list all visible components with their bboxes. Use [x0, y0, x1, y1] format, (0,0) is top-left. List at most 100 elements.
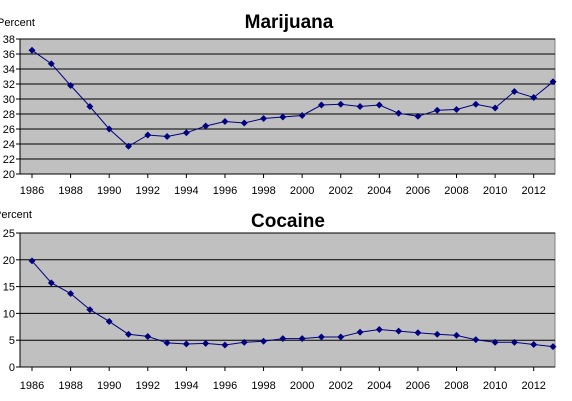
marijuana-x-tick-label: 2008	[444, 185, 468, 197]
cocaine-data-point	[298, 335, 306, 343]
marijuana-x-tick-label: 1998	[251, 185, 275, 197]
marijuana-data-point	[472, 100, 480, 108]
cocaine-x-tick-label: 1992	[136, 380, 160, 392]
marijuana-y-tick-label: 36	[3, 49, 15, 61]
marijuana-data-point	[298, 111, 306, 120]
cocaine-x-tick-label: 2006	[406, 380, 430, 392]
marijuana-x-tick-label: 2012	[521, 185, 545, 197]
cocaine-y-axis-label: Percent	[0, 209, 32, 221]
cocaine-x-tick-label: 2012	[521, 380, 545, 392]
marijuana-data-point	[124, 142, 133, 150]
cocaine-x-tick-label: 1990	[97, 380, 121, 392]
marijuana-data-point	[414, 112, 422, 120]
marijuana-data-point	[47, 60, 55, 68]
cocaine-y-tick-label: 5	[9, 335, 15, 347]
marijuana-x-tick-label: 2000	[290, 185, 314, 197]
marijuana-x-tick-label: 1990	[97, 185, 121, 197]
cocaine-y-tick-label: 0	[9, 362, 15, 374]
cocaine-x-tick-label: 2004	[367, 380, 391, 392]
cocaine-plot-area	[19, 232, 556, 368]
marijuana-data-point	[86, 102, 94, 111]
cocaine-x-tick-label: 2002	[328, 380, 352, 392]
marijuana-chart: 20 22 24 26 28 30 32 34 36 38 1986 1988 1990 1992 1994…	[0, 12, 557, 197]
cocaine-x-tick-label: 1996	[213, 380, 237, 392]
cocaine-data-point	[221, 341, 229, 349]
cocaine-data-point	[240, 338, 248, 346]
marijuana-y-tick-label: 30	[3, 94, 15, 106]
marijuana-y-tick-label: 22	[3, 154, 15, 166]
cocaine-y-tick-label: 20	[3, 255, 15, 267]
marijuana-x-tick-label: 1992	[136, 185, 160, 197]
marijuana-y-tick-label: 28	[3, 109, 15, 121]
marijuana-data-point	[375, 101, 383, 109]
cocaine-data-point	[202, 339, 210, 347]
marijuana-x-tick-label: 2006	[406, 185, 430, 197]
cocaine-data-point	[124, 330, 133, 338]
marijuana-data-point	[105, 125, 113, 133]
cocaine-x-tick-label: 1998	[251, 380, 275, 392]
marijuana-data-point	[260, 114, 268, 123]
marijuana-data-point	[221, 117, 229, 126]
marijuana-y-tick-label: 20	[3, 169, 15, 181]
cocaine-data-point	[510, 338, 518, 346]
marijuana-data-point	[67, 81, 75, 90]
marijuana-y-axis-label: Percent	[0, 17, 35, 29]
cocaine-data-point	[105, 317, 113, 325]
marijuana-data-point	[510, 87, 518, 96]
marijuana-y-tick-label: 32	[3, 79, 15, 91]
cocaine-data-point	[144, 332, 152, 341]
marijuana-series-line	[31, 49, 554, 147]
cocaine-x-tick-label: 2008	[444, 380, 468, 392]
marijuana-y-tick-label: 24	[3, 139, 15, 151]
marijuana-data-point	[28, 46, 36, 54]
marijuana-x-tick-label: 1986	[20, 185, 44, 197]
cocaine-y-tick-label: 10	[3, 308, 15, 320]
marijuana-data-point	[433, 106, 441, 114]
cocaine-y-tick-label: 15	[3, 282, 15, 294]
cocaine-data-point	[414, 329, 422, 337]
marijuana-data-point	[163, 132, 171, 141]
cocaine-x-tick-label: 2000	[290, 380, 314, 392]
marijuana-y-tick-label: 38	[3, 34, 15, 46]
marijuana-x-tick-label: 1994	[174, 185, 198, 197]
cocaine-series-line	[31, 260, 554, 348]
cocaine-data-point	[47, 279, 55, 287]
cocaine-data-point	[472, 336, 480, 344]
cocaine-y-tick-label: 25	[3, 228, 15, 240]
cocaine-data-point	[67, 290, 75, 298]
marijuana-data-point	[452, 105, 461, 114]
marijuana-data-point	[279, 113, 287, 121]
marijuana-x-tick-label: 2010	[483, 185, 507, 197]
cocaine-chart: 0 5 10 15 20 25 1986 1988 1990 1992 1994 1996 1998 20…	[0, 209, 557, 392]
cocaine-x-tick-label: 1986	[20, 380, 44, 392]
cocaine-data-point	[182, 340, 190, 348]
cocaine-data-point	[491, 338, 499, 346]
marijuana-x-tick-label: 2002	[328, 185, 352, 197]
marijuana-data-point	[144, 131, 152, 139]
marijuana-data-point	[356, 102, 364, 111]
marijuana-data-point	[317, 101, 325, 109]
cocaine-data-point	[337, 333, 345, 341]
marijuana-x-tick-label: 1996	[213, 185, 237, 197]
marijuana-data-point	[549, 78, 557, 86]
cocaine-x-tick-label: 1994	[174, 380, 198, 392]
cocaine-data-point	[452, 331, 461, 339]
cocaine-data-point	[395, 327, 403, 335]
marijuana-y-tick-label: 26	[3, 124, 15, 136]
cocaine-data-point	[163, 339, 171, 347]
cocaine-data-point	[375, 325, 383, 334]
cocaine-data-point	[530, 340, 538, 349]
marijuana-chart-title: Marijuana	[245, 12, 334, 33]
cocaine-data-point	[86, 306, 94, 314]
cocaine-x-tick-label: 2010	[483, 380, 507, 392]
marijuana-data-point	[182, 129, 190, 137]
cocaine-data-point	[549, 343, 557, 351]
marijuana-data-point	[202, 122, 210, 130]
marijuana-x-tick-label: 1988	[58, 185, 82, 197]
marijuana-y-tick-label: 34	[3, 64, 15, 76]
marijuana-x-tick-label: 2004	[367, 185, 391, 197]
cocaine-data-point	[279, 335, 287, 343]
cocaine-x-tick-label: 1988	[58, 380, 82, 392]
marijuana-data-point	[491, 104, 499, 112]
